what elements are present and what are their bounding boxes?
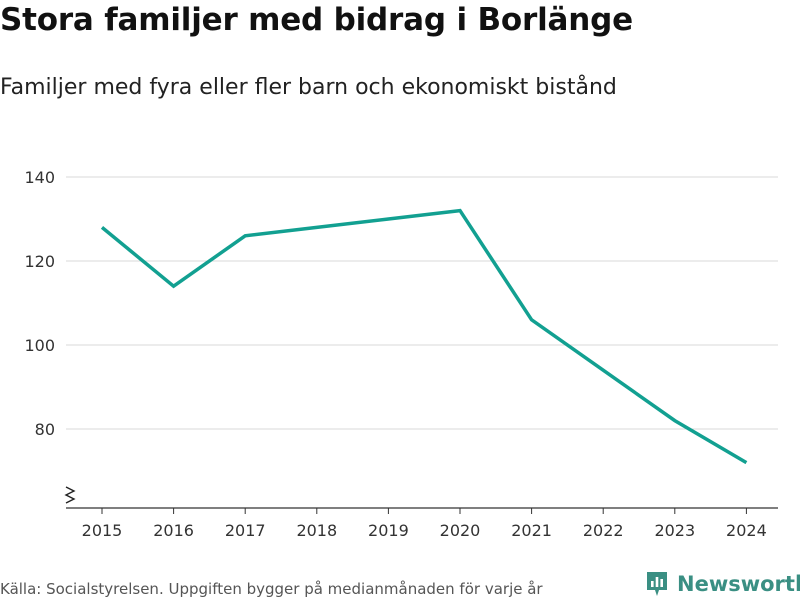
y-tick-label: 140	[24, 168, 55, 187]
x-tick-label: 2019	[368, 521, 409, 540]
y-tick-label: 100	[24, 336, 55, 355]
x-tick-label: 2021	[511, 521, 552, 540]
chart-subtitle: Familjer med fyra eller fler barn och ek…	[0, 75, 617, 100]
series-line-0	[100, 208, 748, 465]
source-note: Källa: Socialstyrelsen. Uppgiften bygger…	[0, 580, 543, 598]
x-tick-label: 2020	[440, 521, 481, 540]
x-axis: 2015 2016 2017 2018 2019 2020 2021 2022 2023 2024	[66, 507, 778, 540]
gridlines	[66, 176, 778, 430]
x-tick-label: 2023	[654, 521, 695, 540]
x-tick-label: 2018	[296, 521, 337, 540]
y-tick-label: 80	[35, 420, 55, 439]
y-tick-label: 120	[24, 252, 55, 271]
line-chart: 80 100 120 140 2015 2016 2017 2018 2019 2020 2021…	[24, 168, 778, 540]
chart-title: Stora familjer med bidrag i Borlänge	[0, 2, 633, 38]
x-tick-label: 2015	[82, 521, 123, 540]
y-axis: 80 100 120 140	[24, 168, 55, 439]
series-group	[100, 208, 748, 465]
axis-break-icon	[64, 486, 76, 504]
brand-name: Newsworthy	[677, 572, 800, 596]
brand-logo: Newsworthy	[645, 570, 800, 598]
x-tick-label: 2024	[726, 521, 767, 540]
x-tick-label: 2017	[225, 521, 266, 540]
newsworthy-logo-icon	[647, 572, 667, 596]
x-tick-label: 2022	[583, 521, 624, 540]
x-tick-label: 2016	[153, 521, 194, 540]
